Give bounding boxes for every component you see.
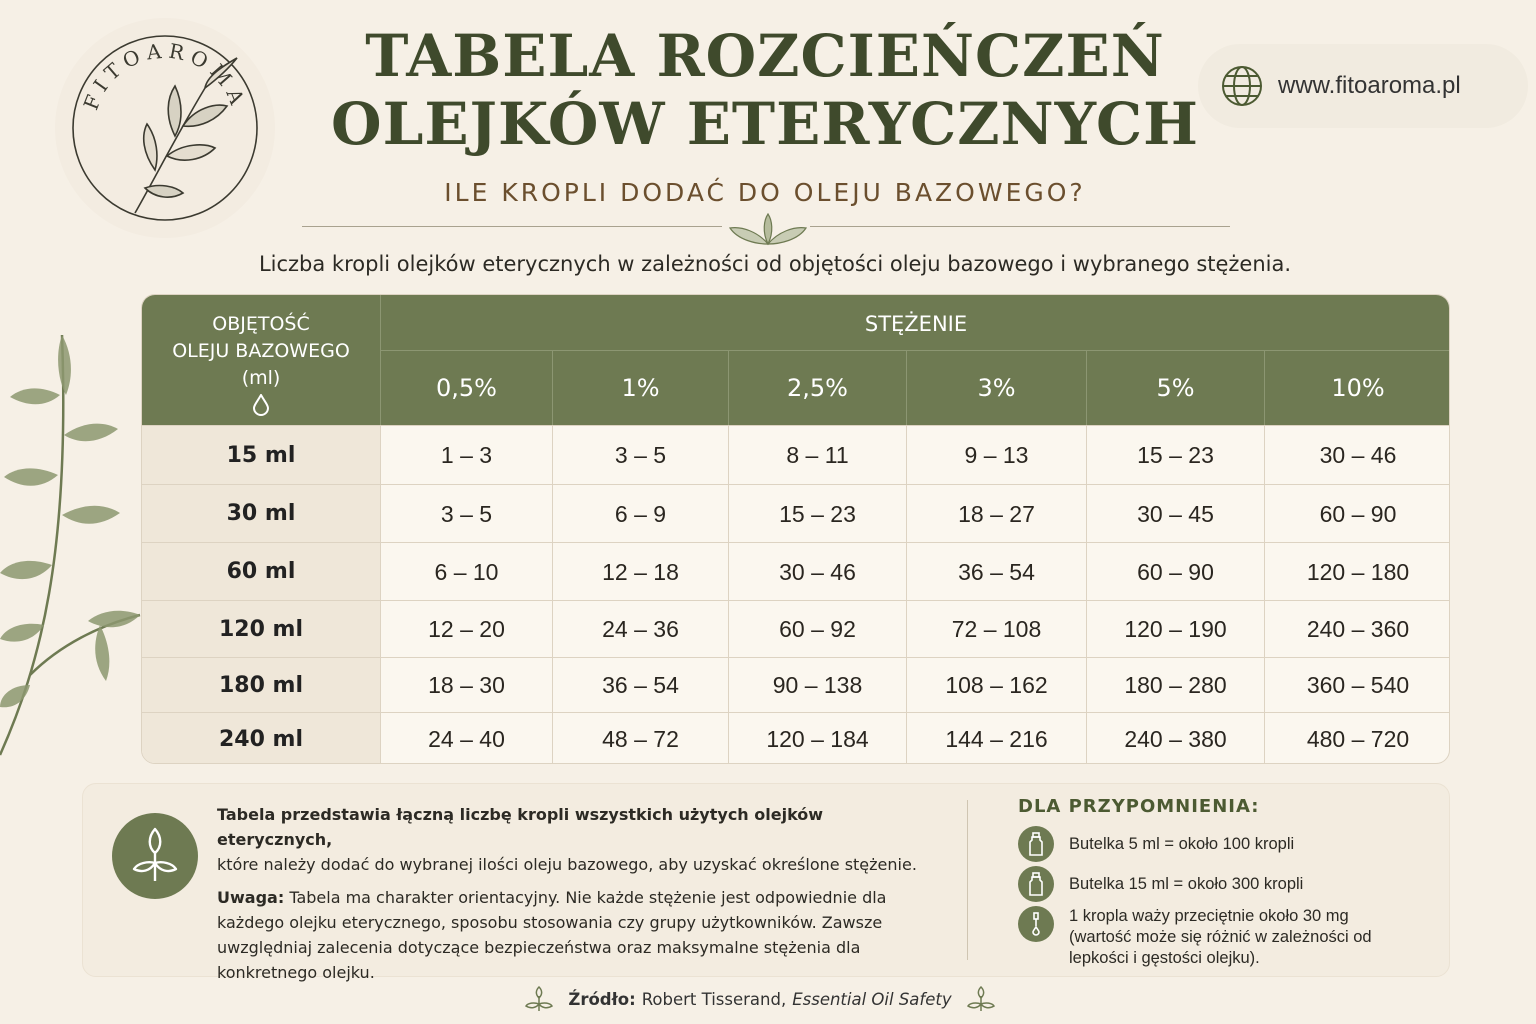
table-cell: 3 – 5: [380, 484, 552, 542]
divider-right: [810, 226, 1230, 227]
table-cell: 60 – 90: [1264, 484, 1449, 542]
row-label: 180 ml: [142, 657, 380, 712]
sprout-icon: [966, 986, 995, 1011]
dilution-table: OBJĘTOŚĆ OLEJU BAZOWEGO (ml) STĘŻENIE 0,…: [141, 294, 1450, 764]
column-header: 0,5%: [380, 351, 552, 425]
reminder-item: Butelka 5 ml = około 100 kropli: [1018, 826, 1294, 862]
table-cell: 108 – 162: [906, 657, 1086, 712]
leaf-divider-icon: [728, 212, 808, 246]
table-cell: 240 – 380: [1086, 712, 1264, 763]
row-label: 30 ml: [142, 484, 380, 542]
table-cell: 120 – 184: [728, 712, 906, 763]
reminder-item: Butelka 15 ml = około 300 kropli: [1018, 866, 1303, 902]
table-cell: 8 – 11: [728, 425, 906, 484]
table-cell: 3 – 5: [552, 425, 728, 484]
panel-divider: [967, 800, 968, 960]
table-cell: 18 – 30: [380, 657, 552, 712]
reminder-title: DLA PRZYPOMNIENIA:: [1018, 796, 1260, 817]
table-cell: 36 – 54: [552, 657, 728, 712]
leaf-icon: [132, 827, 178, 881]
table-cell: 9 – 13: [906, 425, 1086, 484]
branch-decoration-icon: [0, 334, 141, 756]
table-cell: 480 – 720: [1264, 712, 1449, 763]
table-cell: 360 – 540: [1264, 657, 1449, 712]
bottle-icon: [1018, 826, 1054, 862]
reminder-text: 1 kropla waży przeciętnie około 30 mg (w…: [1069, 907, 1372, 967]
row-label: 60 ml: [142, 542, 380, 600]
source-label: Źródło:: [568, 989, 636, 1009]
table-cell: 24 – 40: [380, 712, 552, 763]
sprout-icon: [525, 986, 554, 1011]
divider-left: [302, 226, 722, 227]
row-header: OBJĘTOŚĆ OLEJU BAZOWEGO (ml): [142, 295, 380, 425]
row-label: 120 ml: [142, 600, 380, 657]
table-cell: 144 – 216: [906, 712, 1086, 763]
table-cell: 15 – 23: [728, 484, 906, 542]
reminder-text: Butelka 15 ml = około 300 kropli: [1069, 875, 1304, 893]
title-line-1: TABELA ROZCIEŃCZEŃ: [365, 22, 1165, 90]
source-work: Essential Oil Safety: [792, 989, 952, 1009]
row-header-line-1: OBJĘTOŚĆ: [212, 313, 310, 335]
table-cell: 6 – 9: [552, 484, 728, 542]
brand-logo: FITOAROMA: [55, 18, 275, 238]
concentration-header: STĘŻENIE: [380, 295, 1449, 351]
column-header: 3%: [906, 351, 1086, 425]
title-line-2: OLEJKÓW ETERYCZNYCH: [331, 90, 1199, 158]
table-cell: 72 – 108: [906, 600, 1086, 657]
table-cell: 180 – 280: [1086, 657, 1264, 712]
column-header: 1%: [552, 351, 728, 425]
table-cell: 120 – 180: [1264, 542, 1449, 600]
table-cell: 90 – 138: [728, 657, 906, 712]
note-text: Tabela przedstawia łączną liczbę kropli …: [217, 802, 937, 993]
table-cell: 60 – 90: [1086, 542, 1264, 600]
source-author: Robert Tisserand,: [641, 989, 787, 1009]
table-cell: 15 – 23: [1086, 425, 1264, 484]
table-cell: 120 – 190: [1086, 600, 1264, 657]
warning-label: Uwaga:: [217, 888, 285, 907]
table-cell: 18 – 27: [906, 484, 1086, 542]
website-link[interactable]: www.fitoaroma.pl: [1198, 44, 1528, 128]
table-cell: 24 – 36: [552, 600, 728, 657]
row-header-line-3: (ml): [241, 367, 281, 389]
row-label: 240 ml: [142, 712, 380, 763]
reminder-item: 1 kropla waży przeciętnie około 30 mg (w…: [1018, 906, 1389, 969]
leaf-badge: [112, 813, 198, 899]
page-title: TABELA ROZCIEŃCZEŃ OLEJKÓW ETERYCZNYCH: [300, 22, 1230, 158]
column-header: 5%: [1086, 351, 1264, 425]
brand-name: FITOAROMA: [79, 38, 246, 113]
table-cell: 30 – 45: [1086, 484, 1264, 542]
info-panel: [82, 783, 1450, 977]
table-cell: 36 – 54: [906, 542, 1086, 600]
table-cell: 60 – 92: [728, 600, 906, 657]
reminder-text: Butelka 5 ml = około 100 kropli: [1069, 835, 1295, 853]
page-subtitle: ILE KROPLI DODAĆ DO OLEJU BAZOWEGO?: [444, 178, 1086, 207]
dropper-icon: [1018, 906, 1054, 942]
table-cell: 12 – 18: [552, 542, 728, 600]
warning-text: Tabela ma charakter orientacyjny. Nie ka…: [217, 888, 887, 982]
note-bold-line: Tabela przedstawia łączną liczbę kropli …: [217, 805, 824, 849]
globe-icon: [1222, 66, 1262, 106]
column-header: 2,5%: [728, 351, 906, 425]
table-cell: 48 – 72: [552, 712, 728, 763]
bottle-icon: [1018, 866, 1054, 902]
table-cell: 12 – 20: [380, 600, 552, 657]
table-cell: 1 – 3: [380, 425, 552, 484]
leaf-logo-icon: FITOAROMA: [72, 35, 258, 221]
svg-text:FITOAROMA: FITOAROMA: [79, 38, 252, 113]
drop-icon: [252, 392, 270, 416]
table-cell: 6 – 10: [380, 542, 552, 600]
table-cell: 30 – 46: [728, 542, 906, 600]
table-cell: 30 – 46: [1264, 425, 1449, 484]
row-header-line-2: OLEJU BAZOWEGO: [172, 340, 350, 362]
source-line: Źródło: Robert Tisserand, Essential Oil …: [510, 984, 1010, 1014]
column-header: 10%: [1264, 351, 1449, 425]
row-label: 15 ml: [142, 425, 380, 484]
intro-text: Liczba kropli olejków eterycznych w zale…: [258, 252, 1292, 276]
note-line-2: które należy dodać do wybranej ilości ol…: [217, 855, 917, 874]
website-url: www.fitoaroma.pl: [1278, 72, 1461, 99]
table-cell: 240 – 360: [1264, 600, 1449, 657]
